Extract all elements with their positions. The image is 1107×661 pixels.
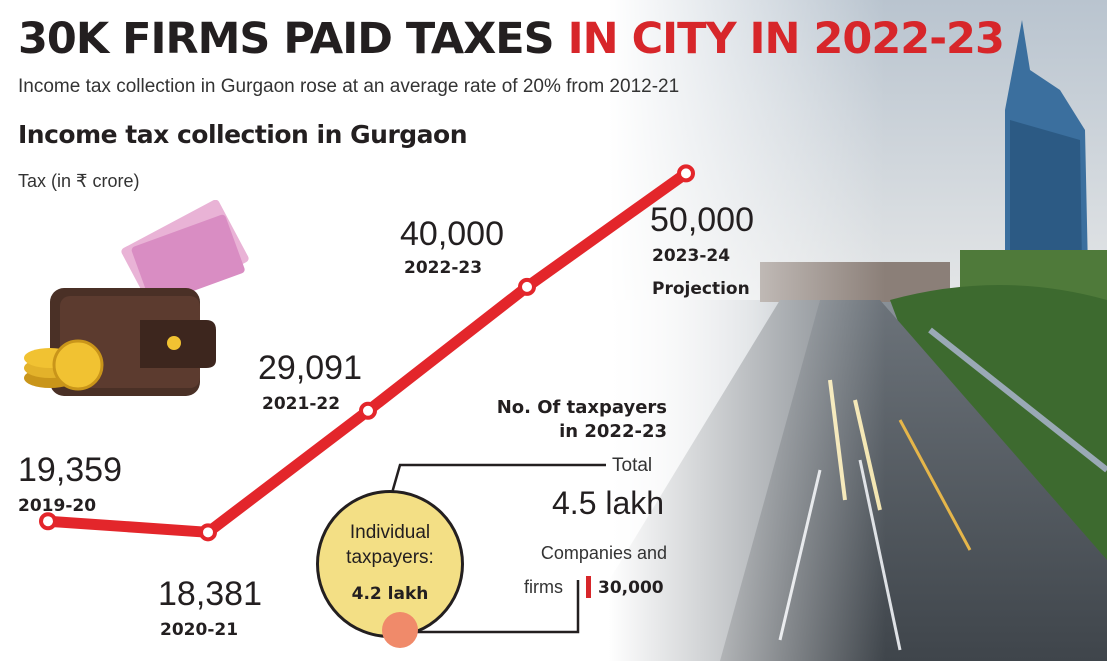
individual-taxpayers-label: Individual taxpayers: bbox=[316, 520, 464, 570]
taxpayers-heading-line1: No. Of taxpayers bbox=[496, 397, 667, 418]
data-point-2020-21 bbox=[199, 523, 217, 542]
category-label-2022-23: 2022-23 bbox=[404, 258, 483, 278]
wallet-illustration bbox=[24, 200, 249, 396]
category-label-2020-21: 2020-21 bbox=[160, 620, 239, 640]
data-point-2019-20 bbox=[39, 512, 57, 531]
taxpayers-heading-line2: in 2022-23 bbox=[559, 421, 667, 442]
data-point-2021-22 bbox=[359, 401, 377, 420]
banknotes-icon bbox=[121, 200, 249, 311]
total-connector bbox=[388, 463, 606, 501]
category-label-2021-22: 2021-22 bbox=[262, 394, 341, 414]
companies-marker bbox=[586, 576, 591, 598]
y-axis-unit-label: Tax (in ₹ crore) bbox=[18, 171, 140, 191]
value-label-2019-20: 19,359 bbox=[18, 451, 122, 489]
headline-part2: IN CITY IN 2022-23 bbox=[567, 14, 1005, 64]
companies-label-line1: Companies and bbox=[540, 543, 667, 563]
data-point-2023-24 bbox=[677, 164, 695, 183]
individual-taxpayers-bubble bbox=[316, 490, 464, 638]
chart-title: Income tax collection in Gurgaon bbox=[18, 120, 468, 149]
companies-connector bbox=[402, 580, 580, 634]
companies-value: 30,000 bbox=[598, 578, 664, 598]
total-value: 4.5 lakh bbox=[552, 485, 665, 521]
individual-taxpayers-value: 4.2 lakh bbox=[351, 584, 429, 604]
subtitle: Income tax collection in Gurgaon rose at… bbox=[18, 76, 680, 97]
value-label-2020-21: 18,381 bbox=[158, 575, 262, 613]
value-label-2021-22: 29,091 bbox=[258, 349, 362, 387]
companies-label-line2: firms bbox=[524, 577, 563, 597]
category-label-2023-24: 2023-24 bbox=[652, 246, 731, 266]
total-label: Total bbox=[612, 455, 653, 476]
coins-icon bbox=[24, 339, 104, 391]
category-label-2019-20: 2019-20 bbox=[18, 496, 97, 516]
headline-part1: 30K FIRMS PAID TAXES bbox=[18, 14, 555, 64]
headline: 30K FIRMS PAID TAXES IN CITY IN 2022-23 bbox=[18, 14, 1005, 64]
companies-share-dot bbox=[382, 612, 418, 648]
value-label-2022-23: 40,000 bbox=[400, 215, 504, 253]
value-label-2023-24: 50,000 bbox=[650, 201, 754, 239]
data-point-2022-23 bbox=[518, 277, 536, 296]
individual-label-line1: Individual bbox=[349, 522, 431, 543]
individual-label-line2: taxpayers: bbox=[346, 547, 434, 568]
taxpayers-heading: No. Of taxpayers in 2022-23 bbox=[497, 396, 667, 444]
projection-annotation: Projection bbox=[652, 279, 750, 299]
